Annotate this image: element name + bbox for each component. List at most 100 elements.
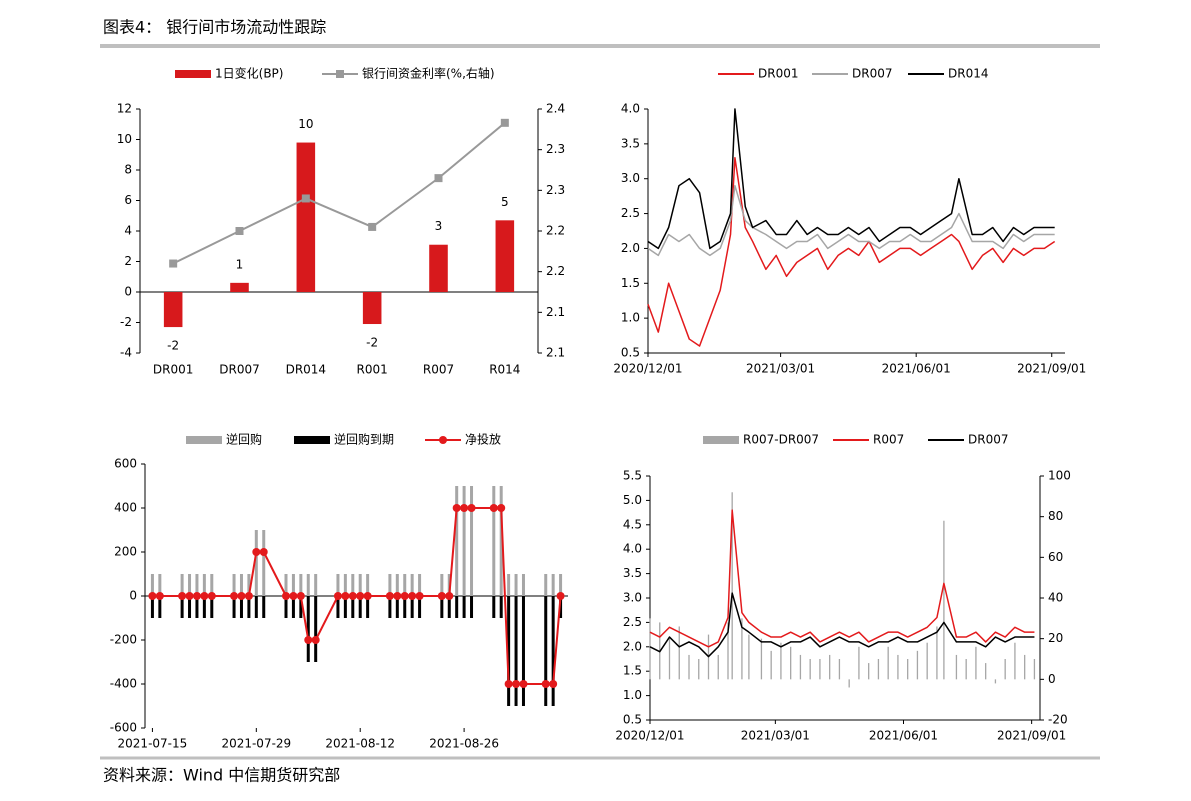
y-tick-label: 3.5 (621, 136, 640, 150)
marker (333, 592, 342, 600)
marker (289, 592, 298, 600)
bar (150, 596, 154, 618)
bar (770, 650, 772, 680)
marker (500, 118, 509, 127)
bar (760, 638, 763, 680)
value-label: 3 (435, 219, 443, 233)
bar (314, 596, 318, 662)
marker (259, 548, 268, 556)
bar (994, 679, 997, 684)
bar (907, 659, 909, 680)
bar (916, 650, 919, 680)
y-tick-label: 10 (117, 132, 132, 146)
marker (439, 436, 447, 444)
x-tick-label: 2021/09/01 (1017, 362, 1086, 376)
line (647, 108, 1055, 250)
y2-tick-label: 2.2 (546, 264, 565, 278)
bar (358, 574, 362, 596)
marker (341, 592, 350, 600)
bar (668, 638, 671, 680)
bar (507, 574, 511, 596)
y2-tick-label: 60 (1048, 550, 1063, 564)
bar (521, 596, 525, 706)
bar (678, 626, 680, 680)
bar (748, 634, 750, 680)
y-tick-label: 1.5 (623, 664, 642, 678)
marker (356, 592, 365, 600)
y-tick-label: 4.0 (623, 542, 642, 556)
bar (429, 244, 448, 292)
y2-tick-label: 2.2 (546, 224, 565, 238)
bar (163, 292, 183, 328)
y2-tick-label: 80 (1048, 509, 1063, 523)
y-tick-label: -4 (120, 346, 132, 360)
bar (440, 574, 444, 596)
page-title: 图表4： 银行间市场流动性跟踪 (103, 18, 326, 37)
marker (296, 592, 305, 600)
y2-tick-label: 2.3 (546, 142, 565, 156)
marker (282, 592, 290, 600)
bar (514, 574, 518, 596)
bar (1004, 659, 1006, 680)
y-tick-label: 12 (117, 102, 132, 116)
bar (202, 574, 206, 596)
bar (180, 596, 184, 618)
bar (306, 574, 310, 596)
y2-tick-label: 0 (1048, 672, 1056, 686)
value-label: 10 (298, 117, 313, 131)
legend-swatch (294, 436, 330, 444)
bar (877, 659, 880, 680)
y-tick-label: 3.0 (621, 171, 640, 185)
bar (975, 646, 977, 680)
y-tick-label: 200 (114, 545, 137, 559)
bar (232, 596, 236, 618)
bar (188, 596, 192, 618)
bar (362, 292, 382, 325)
bar (790, 646, 792, 680)
bar (314, 574, 318, 596)
x-tick-label: R001 (357, 363, 388, 377)
bar (717, 654, 719, 680)
y2-tick-label: 2.4 (546, 102, 565, 116)
bar (926, 642, 928, 680)
bar (455, 486, 459, 596)
bar (887, 646, 889, 680)
bar (351, 574, 355, 596)
bar (544, 574, 548, 596)
marker (207, 592, 216, 600)
bar (985, 663, 987, 680)
bar (897, 654, 899, 680)
x-tick-label: 2021-07-29 (221, 737, 291, 751)
y2-tick-label: -20 (1048, 713, 1068, 727)
bar (336, 574, 340, 596)
value-label: 1 (236, 257, 244, 271)
marker (504, 680, 513, 688)
marker (192, 592, 201, 600)
bar (299, 596, 303, 618)
y-tick-label: 4.5 (623, 517, 642, 531)
marker (200, 592, 209, 600)
value-label: 5 (501, 195, 509, 209)
bar (232, 574, 236, 596)
marker (304, 636, 313, 644)
marker (311, 636, 320, 644)
source-note: 资料来源：Wind 中信期货研究部 (103, 766, 340, 785)
marker (244, 592, 253, 600)
marker (185, 592, 194, 600)
y-tick-label: 5.5 (623, 469, 642, 483)
x-tick-label: DR001 (153, 363, 193, 377)
bar (521, 574, 525, 596)
bar (819, 659, 821, 680)
marker (336, 70, 344, 78)
marker (178, 592, 187, 600)
bar (358, 596, 362, 618)
marker (252, 548, 261, 556)
bar (551, 574, 555, 596)
bar (936, 626, 938, 680)
y2-tick-label: 40 (1048, 591, 1063, 605)
bar (499, 596, 503, 618)
x-tick-label: 2021-07-15 (118, 737, 188, 751)
y-tick-label: -200 (110, 633, 137, 647)
line (649, 592, 1035, 658)
